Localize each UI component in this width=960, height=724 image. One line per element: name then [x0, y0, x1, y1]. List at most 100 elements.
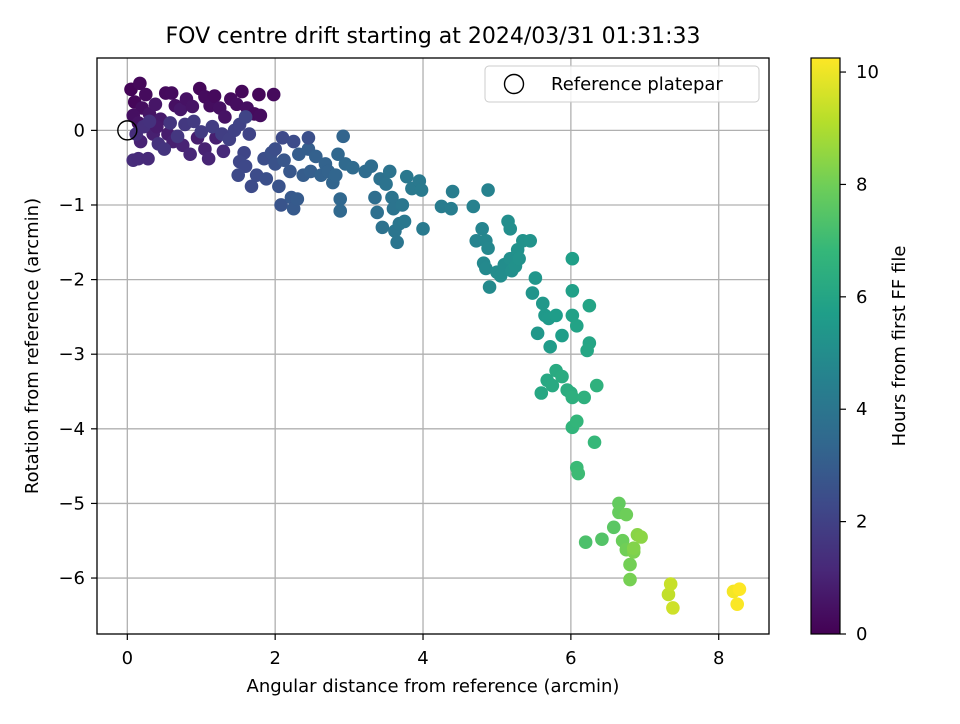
data-point	[416, 222, 430, 236]
data-point	[157, 142, 172, 156]
y-axis-label: Rotation from reference (arcmin)	[22, 198, 43, 494]
colorbar-tick-label: 0	[856, 624, 867, 645]
data-point	[549, 308, 563, 323]
data-point	[482, 280, 497, 294]
data-point	[253, 108, 268, 123]
data-point	[268, 142, 282, 156]
data-point	[331, 147, 345, 162]
data-point	[469, 233, 484, 248]
data-point	[333, 204, 348, 218]
data-point	[277, 153, 291, 168]
data-point	[370, 205, 384, 220]
data-point	[634, 530, 648, 544]
colorbar-ticks: 0 2 4 6 8 10	[840, 62, 879, 645]
data-point	[528, 271, 543, 285]
data-point	[379, 177, 393, 191]
data-point	[475, 222, 489, 236]
data-point	[194, 125, 209, 139]
data-point	[164, 86, 179, 100]
colorbar-tick-label: 4	[856, 399, 867, 420]
data-point	[582, 298, 597, 313]
data-point	[534, 386, 549, 400]
data-point	[481, 183, 495, 197]
data-point	[565, 390, 580, 405]
data-point	[543, 339, 557, 354]
x-tick-label: 0	[122, 648, 133, 669]
data-point	[238, 110, 253, 124]
data-point	[259, 172, 274, 186]
data-point	[525, 286, 540, 300]
data-point	[732, 582, 747, 597]
data-point	[479, 261, 493, 276]
data-points	[124, 76, 747, 615]
data-point	[207, 89, 222, 103]
data-point	[397, 214, 412, 229]
x-axis-ticks: 0 2 4 6 8	[122, 634, 724, 669]
data-point	[275, 131, 290, 145]
data-point	[375, 220, 390, 235]
data-point	[244, 179, 259, 194]
data-point	[138, 87, 153, 102]
y-tick-label: −2	[58, 270, 85, 291]
x-tick-label: 6	[565, 648, 576, 669]
y-tick-label: −6	[58, 568, 85, 589]
data-point	[565, 251, 580, 266]
data-point	[148, 97, 163, 112]
data-point	[133, 76, 147, 91]
data-point	[242, 127, 257, 141]
data-point	[301, 131, 316, 145]
data-point	[626, 541, 641, 555]
reference-point-icon	[117, 120, 138, 141]
data-point	[623, 557, 637, 572]
data-point	[309, 149, 323, 164]
data-point	[272, 179, 286, 194]
colorbar-tick-label: 2	[856, 512, 867, 533]
data-point	[231, 168, 246, 182]
data-point	[185, 99, 200, 114]
y-tick-label: −4	[58, 419, 85, 440]
data-point	[235, 84, 249, 99]
data-point	[290, 192, 305, 206]
data-point	[141, 151, 155, 166]
data-point	[187, 114, 201, 129]
data-point	[619, 507, 634, 522]
data-point	[131, 151, 146, 166]
x-tick-label: 4	[417, 648, 428, 669]
data-point	[481, 241, 495, 256]
data-point	[503, 222, 518, 236]
data-point	[569, 414, 584, 429]
data-point	[266, 87, 281, 102]
colorbar-gradient	[810, 57, 841, 635]
data-point	[571, 466, 586, 481]
data-point	[666, 601, 680, 615]
x-tick-label: 2	[269, 648, 280, 669]
data-point	[578, 535, 593, 550]
data-point	[382, 164, 397, 179]
reference-marker	[117, 120, 138, 141]
colorbar-label: Hours from first FF file	[889, 246, 910, 447]
data-point	[216, 144, 231, 159]
data-point	[530, 326, 545, 341]
y-tick-label: 0	[74, 120, 85, 141]
data-point	[333, 192, 348, 206]
data-point	[238, 159, 253, 173]
y-tick-label: −1	[58, 195, 85, 216]
data-point	[493, 269, 508, 283]
data-point	[565, 308, 580, 323]
data-point	[345, 160, 360, 175]
data-point	[201, 151, 216, 166]
data-point	[606, 520, 621, 535]
data-point	[535, 296, 550, 311]
y-tick-label: −3	[58, 344, 85, 365]
data-point	[364, 159, 379, 173]
data-point	[205, 119, 220, 134]
data-point	[173, 102, 188, 117]
legend-open-circle-icon	[503, 73, 525, 95]
data-point	[286, 134, 301, 149]
data-point	[163, 116, 177, 130]
data-point	[414, 183, 429, 197]
y-axis-ticks: 0 −1 −2 −3 −4 −5 −6	[58, 120, 97, 589]
data-point	[466, 199, 481, 214]
